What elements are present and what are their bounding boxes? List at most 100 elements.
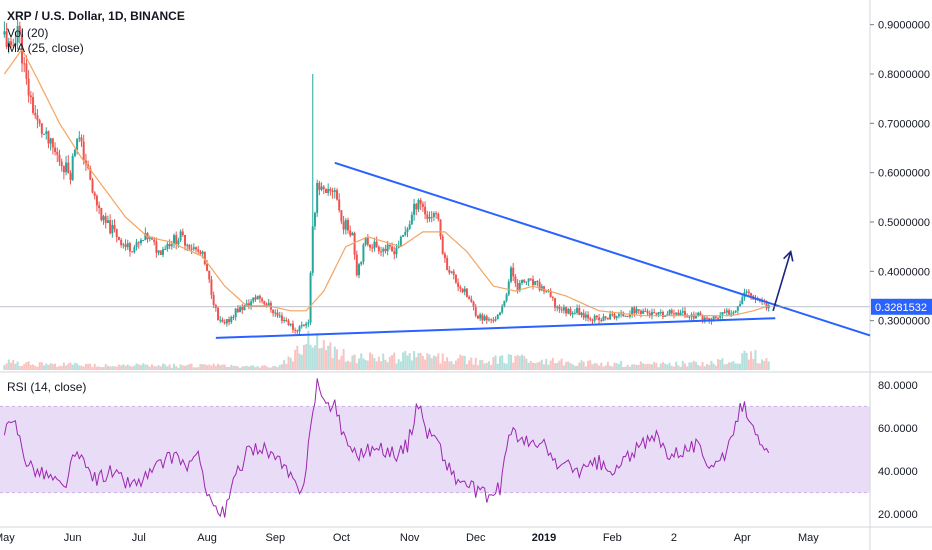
- candle-body: [258, 295, 261, 299]
- volume-bar: [228, 367, 231, 370]
- candle-body: [360, 261, 363, 265]
- candle-body: [613, 314, 616, 318]
- candle-body: [413, 203, 416, 215]
- volume-bar: [481, 360, 484, 370]
- volume-bar: [578, 362, 581, 370]
- candle-body: [106, 220, 109, 223]
- volume-bar: [318, 348, 321, 370]
- volume-bar: [223, 364, 226, 370]
- candle-body: [697, 312, 700, 316]
- candle-body: [243, 305, 246, 311]
- volume-bar: [672, 366, 675, 370]
- volume-legend: Vol (20): [7, 26, 49, 40]
- volume-bar: [135, 363, 138, 370]
- candle-body: [554, 298, 557, 308]
- candle-body: [703, 317, 706, 322]
- volume-bar: [192, 367, 195, 370]
- volume-bar: [695, 362, 697, 370]
- volume-bar: [721, 358, 724, 370]
- volume-bar: [677, 365, 680, 370]
- volume-bar: [5, 363, 8, 370]
- volume-bar: [384, 359, 387, 370]
- candle-body: [285, 319, 288, 321]
- candle-body: [263, 301, 266, 305]
- candle-body: [523, 280, 526, 283]
- volume-bar: [450, 361, 453, 370]
- volume-bar: [532, 362, 535, 370]
- candle-body: [188, 244, 191, 249]
- candle-body: [358, 264, 361, 276]
- volume-bar: [369, 352, 372, 370]
- candle-body: [122, 244, 125, 246]
- candle-body: [128, 243, 131, 252]
- volume-bar: [322, 340, 325, 370]
- volume-bar: [628, 366, 631, 370]
- volume-bar: [150, 364, 153, 370]
- volume-bar: [49, 363, 52, 370]
- volume-bar: [190, 363, 193, 370]
- volume-bar: [113, 366, 116, 370]
- candle-body: [415, 203, 418, 210]
- volume-bar: [516, 354, 519, 370]
- candle-body: [349, 230, 352, 236]
- candle-body: [309, 272, 312, 323]
- volume-bar: [752, 359, 755, 370]
- volume-bar: [139, 365, 142, 370]
- volume-bar: [611, 366, 614, 370]
- volume-bar: [157, 365, 160, 370]
- candle-body: [644, 310, 647, 312]
- candle-body: [137, 242, 140, 244]
- candle-body: [371, 247, 374, 249]
- volume-bar: [419, 353, 422, 370]
- volume-bar: [331, 358, 334, 370]
- candle-body: [472, 301, 475, 307]
- volume-bar: [58, 365, 61, 370]
- volume-bar: [547, 364, 550, 370]
- candle-body: [432, 213, 435, 218]
- candle-body: [454, 274, 457, 283]
- candle-body: [441, 236, 444, 254]
- volume-bar: [214, 365, 217, 370]
- candle-body: [558, 306, 561, 310]
- price-tick-label: 0.8000000: [878, 69, 930, 81]
- candle-body: [276, 312, 279, 316]
- candle-body: [549, 290, 552, 298]
- candle-body: [25, 63, 28, 79]
- volume-bar: [106, 365, 109, 370]
- resistance-trendline: [334, 161, 871, 337]
- trend-layer: [215, 161, 871, 339]
- rsi-tick-label: 40.0000: [878, 466, 918, 478]
- volume-bar: [554, 363, 557, 370]
- candle-body: [648, 313, 651, 316]
- volume-bar: [3, 365, 6, 370]
- volume-bar: [421, 355, 424, 370]
- volume-bar: [87, 363, 90, 370]
- volume-bar: [329, 342, 332, 370]
- volume-bar: [756, 363, 759, 370]
- candle-body: [393, 251, 396, 255]
- volume-bar: [388, 356, 391, 370]
- volume-bar: [683, 363, 686, 370]
- volume-bar: [642, 363, 645, 370]
- candle-body: [567, 308, 570, 314]
- candle-body: [672, 313, 675, 315]
- volume-bar: [219, 365, 222, 370]
- candle-body: [675, 312, 678, 315]
- volume-bar: [763, 360, 766, 370]
- volume-bar: [706, 363, 709, 370]
- volume-bar: [408, 353, 411, 370]
- volume-bar: [285, 363, 288, 370]
- candle-body: [84, 160, 87, 165]
- volume-bar: [181, 365, 184, 370]
- volume-bar: [569, 363, 572, 370]
- volume-bar: [386, 362, 389, 370]
- volume-bar: [754, 350, 757, 370]
- price-tick-label: 0.4000000: [878, 266, 930, 278]
- candle-body: [316, 182, 319, 213]
- candle-body: [135, 242, 138, 248]
- volume-bar: [197, 367, 200, 370]
- candle-body: [591, 319, 594, 321]
- candle-body: [560, 309, 563, 311]
- volume-bar: [703, 366, 706, 370]
